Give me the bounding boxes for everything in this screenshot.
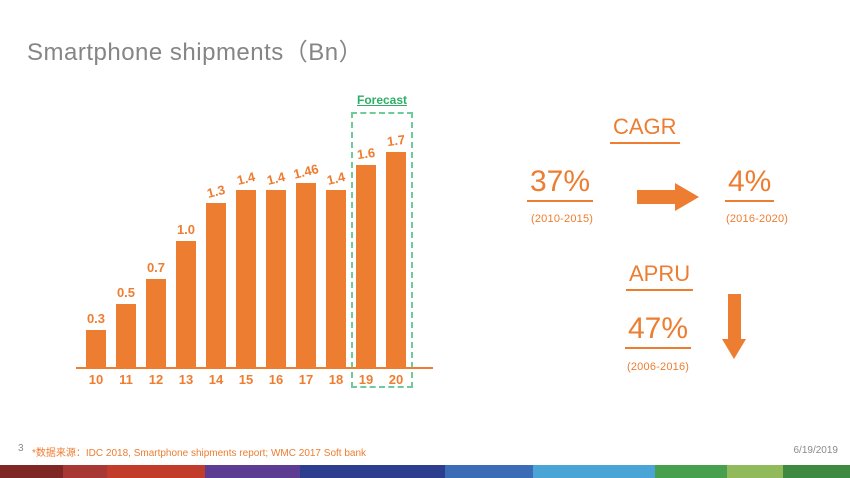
- apru-value: 47%: [625, 312, 692, 349]
- x-axis-tick-label: 10: [88, 372, 104, 387]
- footer-strip-segment: [63, 465, 107, 478]
- bar-16: [266, 190, 286, 368]
- footer-strip-segment: [300, 465, 445, 478]
- bar-15: [236, 190, 256, 368]
- page-number: 3: [18, 443, 24, 454]
- apru-period: (2006-2016): [627, 361, 690, 373]
- x-axis-tick-label: 16: [268, 372, 284, 387]
- bar-19: [356, 165, 376, 368]
- forecast-label: Forecast: [346, 93, 418, 107]
- footer-strip-segment: [445, 465, 533, 478]
- x-axis-tick-label: 19: [358, 372, 374, 387]
- x-axis-tick-label: 17: [298, 372, 314, 387]
- bar-value-label: 0.5: [116, 285, 136, 300]
- cagr-to-period: (2016-2020): [726, 213, 789, 225]
- footer-strip-segment: [205, 465, 300, 478]
- bar-20: [386, 152, 406, 368]
- x-axis-tick-label: 20: [388, 372, 404, 387]
- footer-strip-segment: [0, 465, 63, 478]
- bar-18: [326, 190, 346, 368]
- footnote-source: *数据来源：IDC 2018, Smartphone shipments rep…: [32, 448, 367, 459]
- down-arrow-icon: [728, 294, 741, 340]
- page-title: Smartphone shipments（Bn）: [27, 39, 364, 66]
- cagr-from-value: 37%: [527, 165, 594, 202]
- x-axis-tick-label: 11: [119, 372, 133, 387]
- footer-strip-segment: [783, 465, 850, 478]
- x-axis-tick-label: 13: [178, 372, 194, 387]
- forecast-box: [351, 112, 413, 388]
- footer-strip-segment: [107, 465, 205, 478]
- footer-strip-segment: [727, 465, 783, 478]
- down-arrow-head-icon: [722, 339, 746, 359]
- cagr-heading: CAGR: [610, 114, 680, 144]
- bar-17: [296, 183, 316, 368]
- bar-11: [116, 304, 136, 368]
- footer-strip-segment: [533, 465, 655, 478]
- x-axis-tick-label: 14: [208, 372, 224, 387]
- footer-color-strip: [0, 465, 850, 478]
- bar-value-label: 0.3: [86, 311, 106, 326]
- bar-10: [86, 330, 106, 368]
- bar-value-label: 0.7: [146, 260, 166, 275]
- bar-13: [176, 241, 196, 368]
- bar-14: [206, 203, 226, 368]
- cagr-from-period: (2010-2015): [531, 213, 594, 225]
- bar-value-label: 1.0: [176, 222, 196, 237]
- x-axis-line: [76, 367, 433, 369]
- cagr-to-value: 4%: [725, 165, 775, 202]
- apru-heading: APRU: [626, 261, 694, 291]
- footer-strip-segment: [655, 465, 727, 478]
- right-arrow-head-icon: [675, 183, 699, 211]
- x-axis-tick-label: 18: [328, 372, 344, 387]
- right-arrow-icon: [637, 190, 675, 204]
- slide-date: 6/19/2019: [793, 445, 839, 456]
- x-axis-tick-label: 15: [238, 372, 254, 387]
- forecast-label-text: Forecast: [356, 93, 408, 107]
- bar-12: [146, 279, 166, 368]
- x-axis-tick-label: 12: [148, 372, 164, 387]
